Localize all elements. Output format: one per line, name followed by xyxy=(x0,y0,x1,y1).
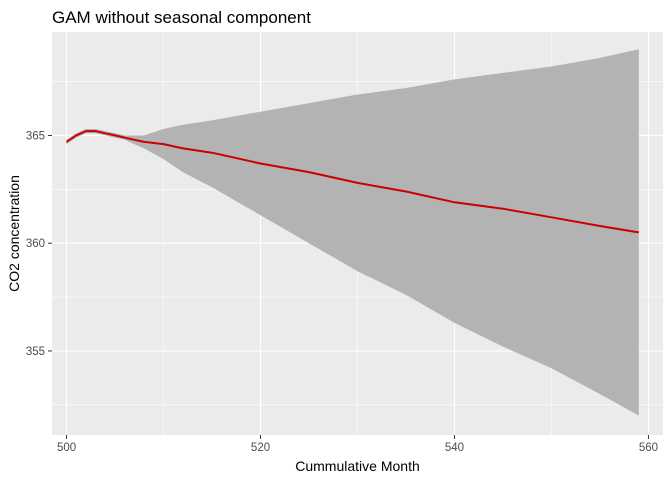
x-tick-label: 540 xyxy=(445,442,464,454)
fitted-line xyxy=(65,130,639,234)
line-layer xyxy=(65,130,639,234)
confidence-ribbon xyxy=(66,49,639,416)
ribbon-layer xyxy=(66,49,639,416)
y-tick-label: 360 xyxy=(26,238,45,250)
x-axis: 500 520 540 560 xyxy=(57,435,658,454)
x-axis-title: Cummulative Month xyxy=(295,458,420,474)
y-axis-title: CO2 concentration xyxy=(6,175,22,292)
x-tick-label: 560 xyxy=(639,442,658,454)
chart-title: GAM without seasonal component xyxy=(52,8,311,27)
y-tick-label: 355 xyxy=(26,346,45,358)
x-tick-label: 520 xyxy=(251,442,270,454)
y-tick-label: 365 xyxy=(26,130,45,142)
x-tick-label: 500 xyxy=(57,442,76,454)
y-axis: 355 360 365 xyxy=(26,130,52,358)
